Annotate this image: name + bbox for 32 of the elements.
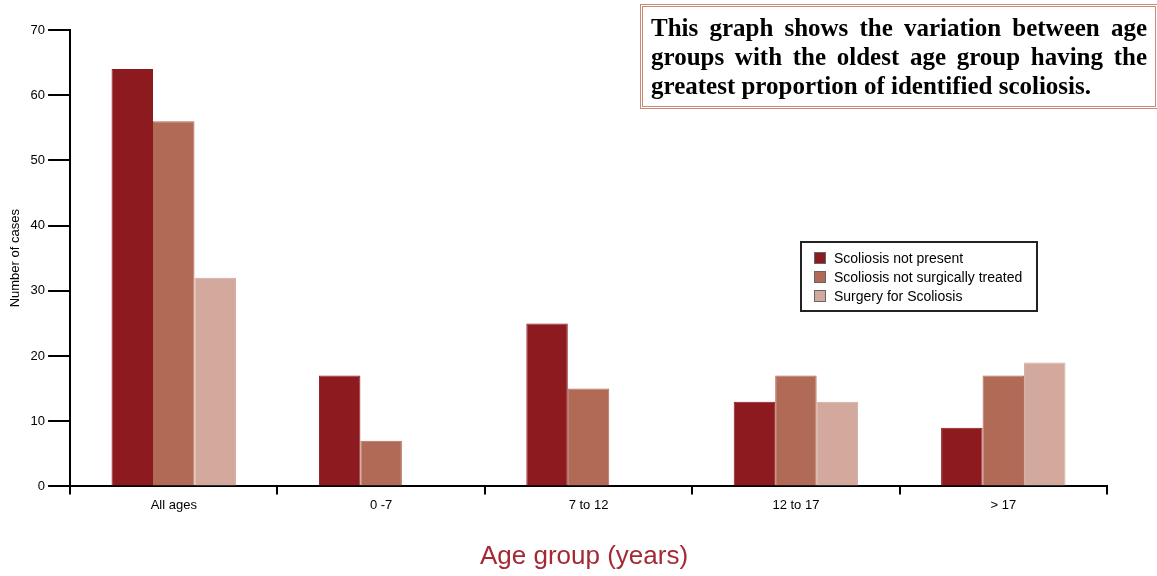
bar <box>526 323 568 486</box>
bar <box>111 69 154 486</box>
bar <box>153 121 195 486</box>
bar <box>982 375 1025 486</box>
bar <box>816 401 859 486</box>
x-tick-label: > 17 <box>990 496 1017 512</box>
bar <box>775 375 817 486</box>
y-tick-label: 10 <box>30 412 46 428</box>
y-tick-label: 60 <box>30 86 46 102</box>
bar <box>194 277 236 486</box>
legend-label: Surgery for Scoliosis <box>833 286 964 305</box>
y-tick-label: 0 <box>37 477 46 493</box>
y-tick-label: 30 <box>30 282 46 298</box>
bar <box>941 427 983 486</box>
bar <box>567 388 610 486</box>
x-axis-title: Age group (years) <box>478 540 690 571</box>
y-tick-label: 70 <box>30 21 46 37</box>
y-tick-label: 40 <box>30 217 46 233</box>
annotation: This graph shows the variation between age groups with the oldest age group having the greatest proportion of identified scoliosis. <box>640 4 1157 109</box>
legend-label: Scoliosis not present <box>833 248 965 267</box>
bar <box>1024 362 1066 486</box>
y-tick-label: 50 <box>30 151 46 167</box>
bar <box>733 401 776 486</box>
x-tick-label: All ages <box>150 496 198 512</box>
legend-label: Scoliosis not surgically treated <box>833 267 1023 286</box>
x-tick-label: 12 to 17 <box>772 496 820 512</box>
x-tick-label: 0 -7 <box>369 496 393 512</box>
y-tick-label: 20 <box>30 347 46 363</box>
bar <box>360 440 402 486</box>
bar <box>318 375 361 486</box>
y-axis-title: Number of cases <box>7 208 23 308</box>
x-tick-label: 7 to 12 <box>568 496 609 512</box>
